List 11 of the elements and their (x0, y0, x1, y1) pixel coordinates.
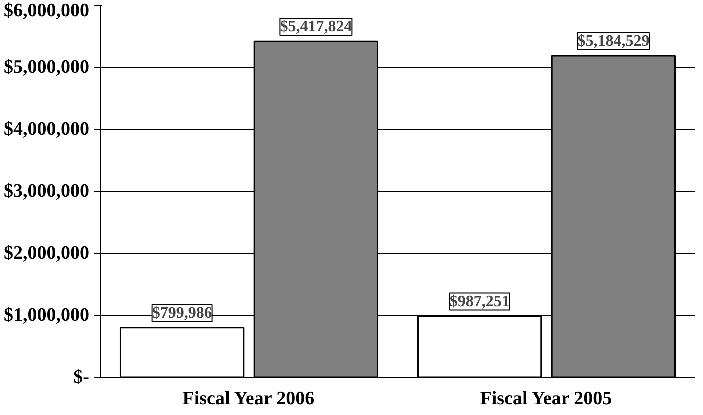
y-tick-label: $5,000,000 (4, 57, 90, 78)
y-tick-label: $6,000,000 (4, 0, 90, 22)
x-tick-label: Fiscal Year 2005 (480, 388, 612, 410)
data-label: $799,986 (152, 304, 212, 322)
y-tick-label: $2,000,000 (4, 243, 90, 264)
y-tick-label: $- (74, 367, 90, 388)
y-tick-label: $1,000,000 (4, 305, 90, 326)
x-tick-label: Fiscal Year 2006 (182, 388, 315, 410)
y-tick-label: $4,000,000 (4, 119, 90, 140)
y-tick-label: $3,000,000 (4, 181, 90, 202)
data-label: $987,251 (450, 293, 510, 310)
